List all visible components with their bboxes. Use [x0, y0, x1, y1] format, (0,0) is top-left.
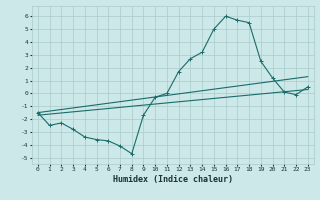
- X-axis label: Humidex (Indice chaleur): Humidex (Indice chaleur): [113, 175, 233, 184]
